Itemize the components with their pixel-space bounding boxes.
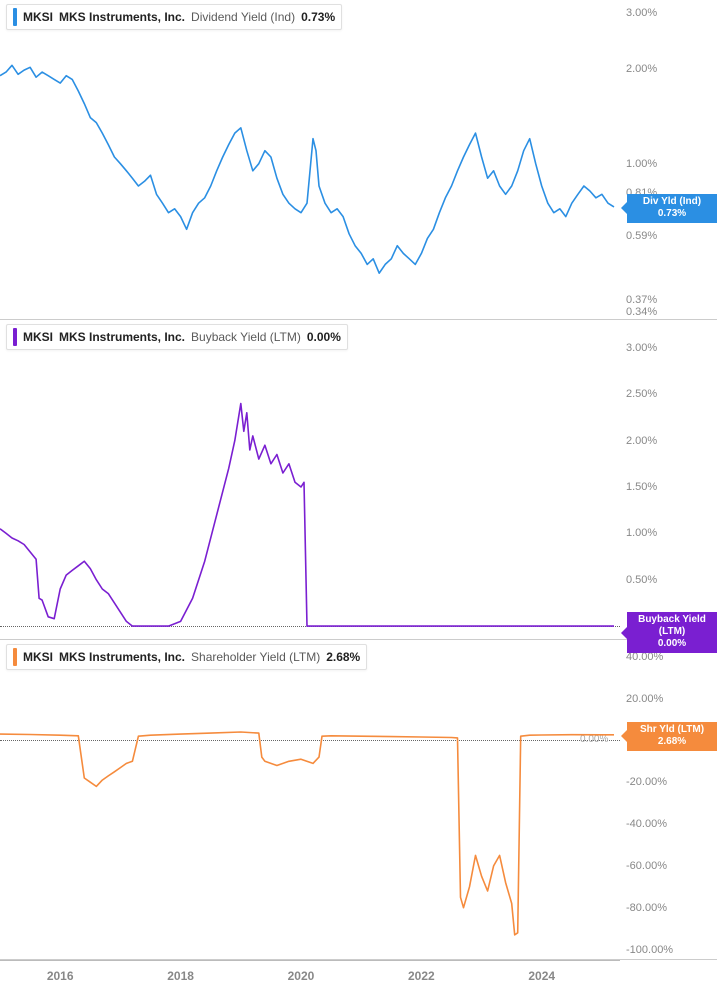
y-axis: -100.00%-80.00%-60.00%-40.00%-20.00%0.34…: [620, 640, 717, 959]
legend-metric: Shareholder Yield (LTM): [191, 650, 320, 664]
plot-area[interactable]: [0, 320, 620, 640]
x-tick-label: 2022: [408, 969, 435, 983]
value-badge: Shr Yld (LTM)2.68%: [627, 722, 717, 751]
legend-ticker: MKSI: [23, 330, 53, 344]
y-tick-label: 0.50%: [626, 574, 657, 586]
y-axis: 0.50% 1.00% 1.50% 2.00% 2.50% 3.00%: [620, 320, 717, 639]
legend-metric: Dividend Yield (Ind): [191, 10, 295, 24]
legend-swatch: [13, 328, 17, 346]
plot-area[interactable]: [0, 0, 620, 320]
x-tick-label: 2024: [528, 969, 555, 983]
legend-metric: Buyback Yield (LTM): [191, 330, 301, 344]
y-tick-label: 2.00%: [626, 435, 657, 447]
legend-company: MKS Instruments, Inc.: [59, 330, 185, 344]
y-tick-label: 2.50%: [626, 388, 657, 400]
x-tick-label: 2020: [288, 969, 315, 983]
y-tick-label: -60.00%: [626, 860, 667, 872]
chart-stack: MKSI MKS Instruments, Inc. Dividend Yield …: [0, 0, 717, 990]
panel-shareholder: 0.00%MKSIMKS Instruments, Inc.Shareholde…: [0, 640, 717, 960]
legend-box[interactable]: MKSI MKS Instruments, Inc. Buyback Yield (…: [6, 324, 348, 350]
y-tick-label: 3.00%: [626, 342, 657, 354]
legend-swatch: [13, 648, 17, 666]
badge-title: Shr Yld (LTM): [629, 724, 715, 736]
value-badge: Buyback Yield (LTM)0.00%: [627, 612, 717, 653]
badge-title: Div Yld (Ind): [629, 196, 715, 208]
y-tick-label: 20.00%: [626, 693, 663, 705]
y-tick-label: 0.34%: [626, 306, 657, 318]
legend-value: 0.73%: [301, 10, 335, 24]
badge-value: 2.68%: [629, 736, 715, 748]
y-tick-label: 0.37%: [626, 294, 657, 306]
y-tick-label: -80.00%: [626, 902, 667, 914]
y-tick-label: -100.00%: [626, 944, 673, 956]
legend-box[interactable]: MKSI MKS Instruments, Inc. Dividend Yield …: [6, 4, 342, 30]
series-svg: [0, 0, 620, 320]
legend-company: MKS Instruments, Inc.: [59, 650, 185, 664]
x-tick-label: 2018: [167, 969, 194, 983]
x-tick-label: 2016: [47, 969, 74, 983]
badge-value: 0.73%: [629, 208, 715, 220]
legend-ticker: MKSI: [23, 10, 53, 24]
plot-area[interactable]: 0.00%: [0, 640, 620, 960]
legend-value: 2.68%: [326, 650, 360, 664]
x-axis: 2016 2018 2020 2022 2024: [0, 960, 620, 990]
legend-company: MKS Instruments, Inc.: [59, 10, 185, 24]
y-tick-label: 1.50%: [626, 481, 657, 493]
panel-dividend: MKSI MKS Instruments, Inc. Dividend Yield …: [0, 0, 717, 320]
y-tick-label: 3.00%: [626, 7, 657, 19]
legend-ticker: MKSI: [23, 650, 53, 664]
value-badge: Div Yld (Ind)0.73%: [627, 194, 717, 223]
series-svg: [0, 320, 620, 640]
badge-value: 0.00%: [629, 638, 715, 650]
panel-buyback: MKSI MKS Instruments, Inc. Buyback Yield (…: [0, 320, 717, 640]
legend-box[interactable]: MKSI MKS Instruments, Inc. Shareholder Yie…: [6, 644, 367, 670]
y-tick-label: 0.59%: [626, 230, 657, 242]
y-tick-label: -20.00%: [626, 776, 667, 788]
y-tick-label: -40.00%: [626, 818, 667, 830]
y-axis: 0.34%0.37%0.59%1.00%2.00%3.00%0.81%: [620, 0, 717, 319]
y-tick-label: 1.00%: [626, 158, 657, 170]
y-tick-label: 1.00%: [626, 527, 657, 539]
series-svg: [0, 640, 620, 960]
legend-swatch: [13, 8, 17, 26]
badge-title: Buyback Yield (LTM): [629, 614, 715, 638]
y-tick-label: 2.00%: [626, 63, 657, 75]
legend-value: 0.00%: [307, 330, 341, 344]
